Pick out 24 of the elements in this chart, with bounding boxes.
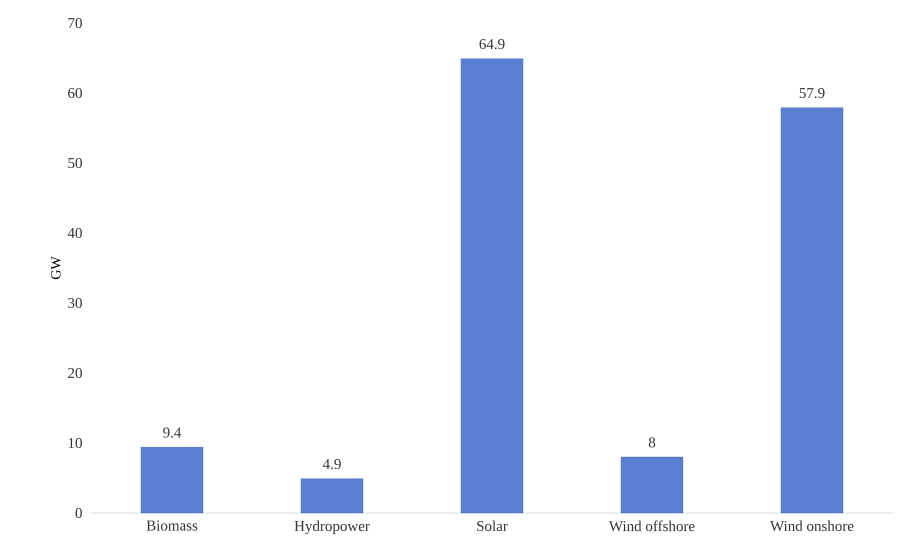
data-label: 57.9 [800,88,825,98]
x-tick-label: Wind onshore [770,520,854,532]
data-label: 9.4 [163,428,182,438]
bar [780,107,844,514]
y-tick-label: 70 [68,18,82,28]
y-tick-label: 40 [68,228,82,238]
x-tick-label: Biomass [146,520,198,531]
y-axis-title: GW [51,256,61,280]
y-tick-label: 10 [68,438,82,448]
y-tick-label: 50 [68,158,82,168]
y-tick-label: 20 [68,368,82,378]
bar [460,58,524,514]
data-label: 64.9 [480,39,505,50]
y-tick-label: 0 [76,508,82,518]
bar [140,446,204,514]
data-label: 4.9 [322,459,341,470]
x-tick-label: Solar [477,520,508,532]
bar [300,478,364,514]
y-tick-label: 60 [68,88,82,98]
data-label: 8 [648,437,656,448]
bar [620,456,684,514]
y-tick-label: 30 [68,298,82,308]
x-tick-label: Hydropower [294,520,370,534]
x-tick-label: Wind offshore [608,520,695,532]
